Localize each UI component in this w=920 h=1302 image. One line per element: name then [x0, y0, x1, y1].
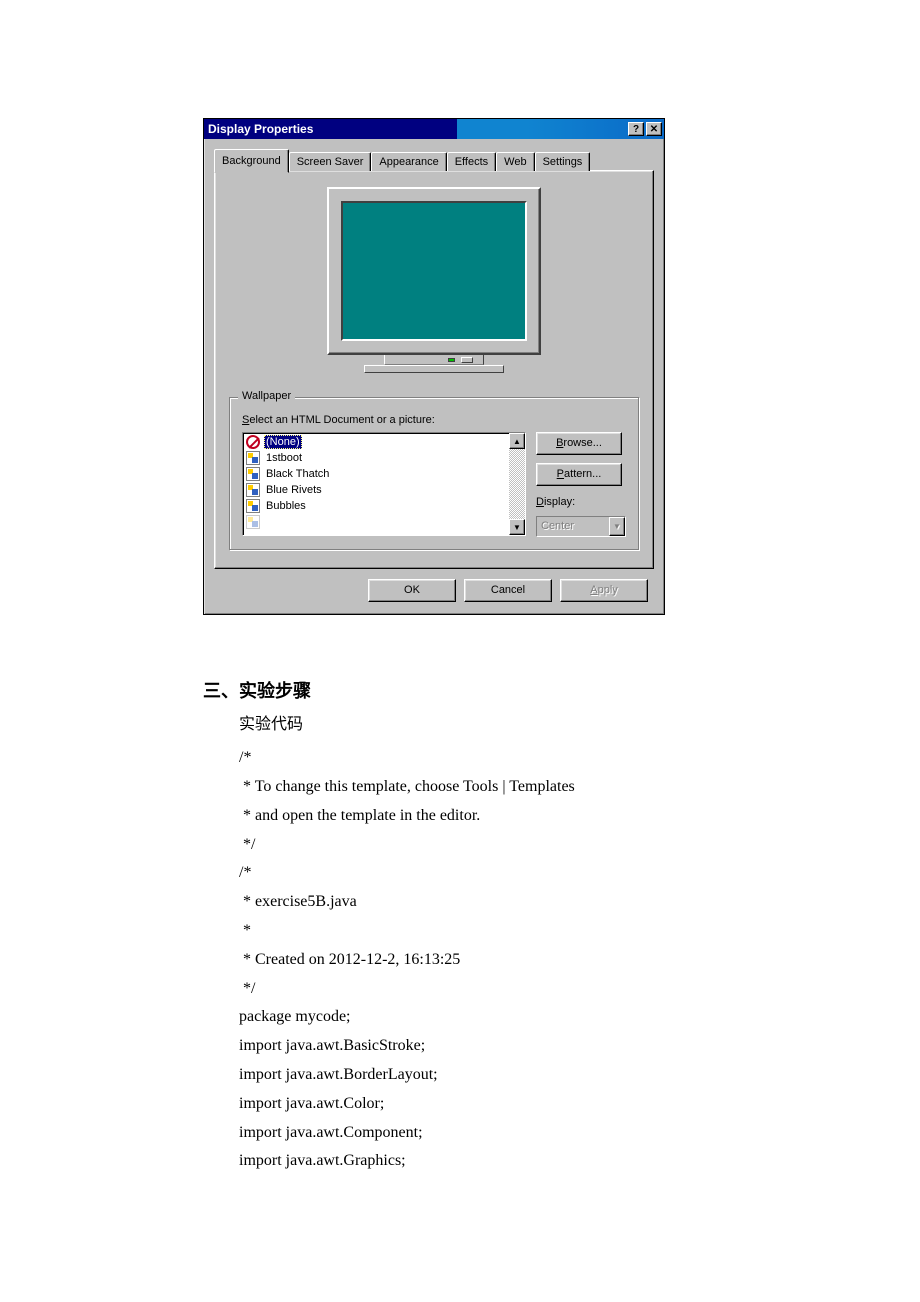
tab-label: Settings: [543, 156, 583, 168]
code-line: */: [239, 975, 920, 1004]
list-scrollbar[interactable]: ▲ ▼: [509, 433, 525, 535]
tab-label: Appearance: [379, 156, 438, 168]
picture-icon: [246, 515, 260, 529]
monitor-preview: [229, 185, 639, 383]
code-line: * To change this template, choose Tools …: [239, 773, 920, 802]
code-line: import java.awt.BasicStroke;: [239, 1032, 920, 1061]
list-item[interactable]: 1stboot: [244, 450, 508, 466]
none-icon: [246, 435, 260, 449]
section-heading: 三、实验步骤: [203, 675, 920, 707]
code-line: package mycode;: [239, 1003, 920, 1032]
list-item[interactable]: Bubbles: [244, 498, 508, 514]
picture-icon: [246, 483, 260, 497]
page-root: Display Properties ? ✕ Background Screen…: [0, 0, 920, 1296]
wallpaper-list-items: (None) 1stboot Black Thatch: [243, 433, 509, 535]
monitor: [327, 187, 541, 373]
wallpaper-groupbox: Wallpaper Select an HTML Document or a p…: [229, 397, 639, 550]
cancel-button[interactable]: Cancel: [464, 579, 552, 602]
list-item-label: Blue Rivets: [264, 484, 324, 496]
monitor-neck: [384, 355, 484, 365]
scroll-up-button[interactable]: ▲: [509, 433, 525, 449]
display-combo[interactable]: Center ▼: [536, 516, 626, 537]
apply-button[interactable]: Apply: [560, 579, 648, 602]
chevron-down-icon[interactable]: ▼: [609, 517, 625, 536]
code-line: * Created on 2012-12-2, 16:13:25: [239, 946, 920, 975]
tab-appearance[interactable]: Appearance: [371, 152, 446, 171]
list-item[interactable]: (None): [244, 434, 508, 450]
scroll-down-button[interactable]: ▼: [509, 519, 525, 535]
button-label: OK: [404, 584, 420, 596]
button-label: Cancel: [491, 584, 525, 596]
list-item[interactable]: Black Thatch: [244, 466, 508, 482]
tab-label: Effects: [455, 156, 488, 168]
monitor-bezel: [327, 187, 541, 355]
list-item[interactable]: Blue Rivets: [244, 482, 508, 498]
picture-icon: [246, 499, 260, 513]
code-line: /*: [239, 859, 920, 888]
code-line: import java.awt.Graphics;: [239, 1147, 920, 1176]
power-led-icon: [448, 358, 455, 362]
code-line: * and open the template in the editor.: [239, 802, 920, 831]
tab-screensaver[interactable]: Screen Saver: [289, 152, 372, 171]
code-block: /* * To change this template, choose Too…: [239, 744, 920, 1176]
tab-effects[interactable]: Effects: [447, 152, 496, 171]
code-line: *: [239, 917, 920, 946]
tab-label: Screen Saver: [297, 156, 364, 168]
code-line: /*: [239, 744, 920, 773]
code-line: import java.awt.BorderLayout;: [239, 1061, 920, 1090]
section-subheading: 实验代码: [239, 711, 920, 740]
tab-panel-background: Wallpaper Select an HTML Document or a p…: [214, 170, 654, 569]
document-text: 三、实验步骤 实验代码 /* * To change this template…: [203, 675, 920, 1176]
display-combo-value: Center: [537, 517, 609, 536]
power-switch-icon: [461, 357, 473, 363]
help-button[interactable]: ?: [628, 122, 644, 136]
browse-button[interactable]: Browse...: [536, 432, 622, 455]
list-item-label: Black Thatch: [264, 468, 331, 480]
tab-label: Background: [222, 155, 281, 167]
code-line: * exercise5B.java: [239, 888, 920, 917]
tab-background[interactable]: Background: [214, 149, 289, 173]
list-item-label: Bubbles: [264, 500, 308, 512]
code-line: */: [239, 831, 920, 860]
picture-icon: [246, 451, 260, 465]
window-title: Display Properties: [208, 122, 626, 136]
tab-web[interactable]: Web: [496, 152, 534, 171]
help-icon: ?: [633, 124, 639, 135]
code-line: import java.awt.Color;: [239, 1090, 920, 1119]
pattern-button[interactable]: Pattern...: [536, 463, 622, 486]
titlebar[interactable]: Display Properties ? ✕: [204, 119, 664, 139]
display-label: Display:: [536, 496, 626, 508]
display-properties-dialog: Display Properties ? ✕ Background Screen…: [203, 118, 665, 615]
tabstrip: Background Screen Saver Appearance Effec…: [214, 149, 654, 171]
dialog-button-row: OK Cancel Apply: [214, 569, 654, 602]
list-item[interactable]: [244, 514, 508, 530]
scroll-track[interactable]: [509, 449, 525, 519]
close-icon: ✕: [650, 124, 658, 135]
picture-icon: [246, 467, 260, 481]
ok-button[interactable]: OK: [368, 579, 456, 602]
list-item-label: (None): [264, 435, 302, 449]
close-button[interactable]: ✕: [646, 122, 662, 136]
code-line: import java.awt.Component;: [239, 1119, 920, 1148]
wallpaper-listbox[interactable]: (None) 1stboot Black Thatch: [242, 432, 526, 536]
wallpaper-instruction: Select an HTML Document or a picture:: [242, 414, 626, 426]
dialog-client: Background Screen Saver Appearance Effec…: [204, 139, 664, 614]
groupbox-legend: Wallpaper: [238, 390, 295, 402]
monitor-base: [364, 365, 504, 373]
monitor-screen: [341, 201, 527, 341]
list-item-label: 1stboot: [264, 452, 304, 464]
tab-settings[interactable]: Settings: [535, 152, 591, 171]
tab-label: Web: [504, 156, 526, 168]
